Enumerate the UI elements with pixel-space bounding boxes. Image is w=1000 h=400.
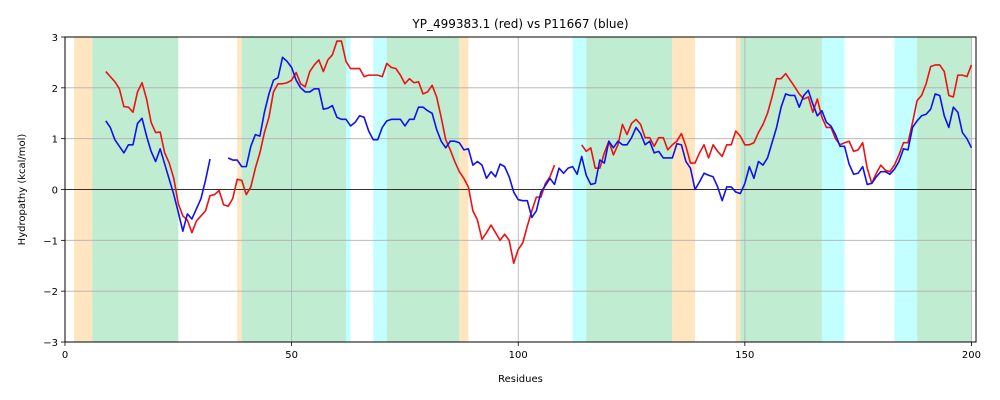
x-tick-label-200: 200 (962, 350, 981, 361)
y-axis-ticks: −3 −2 −1 0 1 2 3 (43, 33, 65, 349)
x-tick-label-100: 100 (509, 350, 528, 361)
series-blue-line-0 (105, 117, 211, 232)
y-axis-label: Hydropathy (kcal/mol) (17, 134, 28, 246)
series-lines (105, 40, 973, 265)
series-red-line-1 (581, 64, 973, 185)
series-red-line-0 (105, 40, 556, 265)
y-tick-label-3: 3 (52, 33, 58, 44)
series-blue-line-1 (227, 56, 973, 219)
chart-title: YP_499383.1 (red) vs P11667 (blue) (411, 17, 628, 31)
x-tick-label-0: 0 (62, 350, 68, 361)
x-axis-ticks: 0 50 100 150 200 (62, 342, 981, 361)
y-tick-label-2: 2 (52, 84, 58, 95)
y-tick-label-0: 0 (52, 186, 58, 197)
y-tick-label--3: −3 (43, 338, 58, 349)
y-tick-label-1: 1 (52, 135, 58, 146)
y-tick-label--1: −1 (43, 236, 58, 247)
y-tick-label--2: −2 (43, 287, 58, 298)
x-tick-label-150: 150 (735, 350, 754, 361)
x-tick-label-50: 50 (285, 350, 298, 361)
x-axis-label: Residues (498, 374, 543, 385)
